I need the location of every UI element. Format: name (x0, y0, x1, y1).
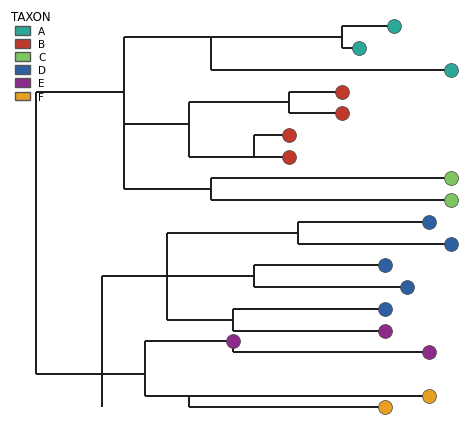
Legend: A, B, C, D, E, F: A, B, C, D, E, F (7, 7, 55, 106)
Point (338, 111, 346, 118)
Point (356, 46, 363, 53)
Point (390, 24, 398, 31)
Point (382, 262, 389, 269)
Point (338, 89, 346, 96)
Point (425, 392, 433, 399)
Point (382, 327, 389, 334)
Point (447, 176, 455, 183)
Point (403, 284, 411, 291)
Point (382, 403, 389, 410)
Point (382, 306, 389, 312)
Point (425, 349, 433, 356)
Point (447, 197, 455, 204)
Point (425, 219, 433, 226)
Point (229, 338, 237, 345)
Point (447, 67, 455, 74)
Point (285, 132, 293, 139)
Point (285, 154, 293, 161)
Point (447, 240, 455, 247)
